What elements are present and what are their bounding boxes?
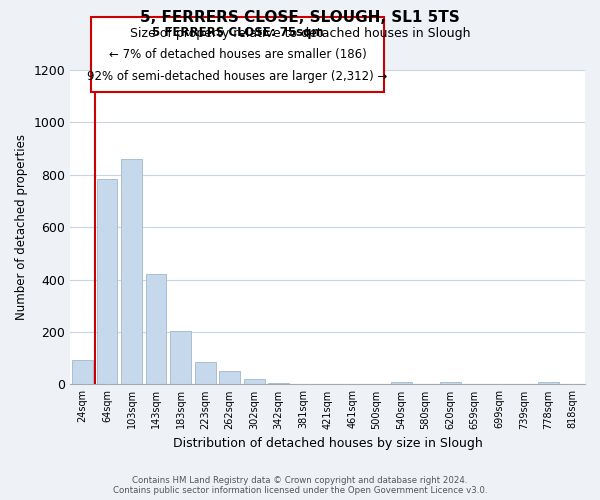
Text: ← 7% of detached houses are smaller (186): ← 7% of detached houses are smaller (186… (109, 48, 367, 61)
Bar (170, 330, 191, 384)
Bar (440, 382, 461, 384)
FancyBboxPatch shape (91, 16, 384, 92)
X-axis label: Distribution of detached houses by size in Slough: Distribution of detached houses by size … (173, 437, 482, 450)
Bar (219, 371, 240, 384)
Y-axis label: Number of detached properties: Number of detached properties (15, 134, 28, 320)
Text: Size of property relative to detached houses in Slough: Size of property relative to detached ho… (130, 28, 470, 40)
Bar (194, 362, 215, 384)
Bar (244, 378, 265, 384)
Bar (268, 383, 289, 384)
Bar (538, 382, 559, 384)
Bar (72, 360, 93, 384)
Text: 5, FERRERS CLOSE, SLOUGH, SL1 5TS: 5, FERRERS CLOSE, SLOUGH, SL1 5TS (140, 10, 460, 25)
Bar (146, 274, 166, 384)
Text: 5 FERRERS CLOSE: 75sqm: 5 FERRERS CLOSE: 75sqm (152, 26, 323, 39)
Text: 92% of semi-detached houses are larger (2,312) →: 92% of semi-detached houses are larger (… (88, 70, 388, 83)
Bar (97, 178, 118, 384)
Bar (391, 382, 412, 384)
Text: Contains HM Land Registry data © Crown copyright and database right 2024.
Contai: Contains HM Land Registry data © Crown c… (113, 476, 487, 495)
Bar (121, 159, 142, 384)
